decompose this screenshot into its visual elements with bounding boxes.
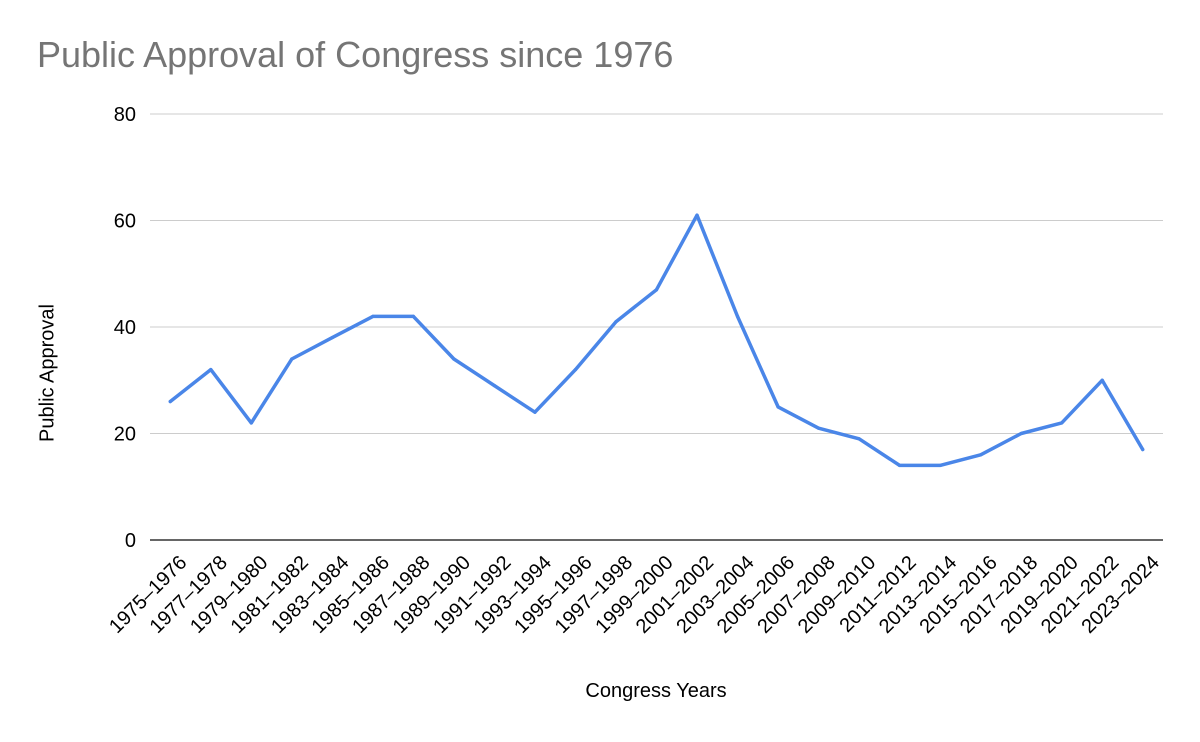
data-point	[776, 405, 780, 409]
data-point	[1141, 447, 1145, 452]
y-tick-label: 0	[125, 530, 136, 552]
y-tick-label: 20	[114, 424, 136, 446]
data-point	[614, 320, 618, 324]
data-point	[209, 368, 213, 372]
x-axis-label: Congress Years	[585, 680, 727, 702]
data-point	[1060, 421, 1064, 425]
x-tick-labels: 1975–19761977–19781979–19801981–19821983…	[105, 552, 1164, 638]
series-line	[168, 213, 1145, 468]
data-point	[411, 314, 415, 318]
data-point	[816, 426, 821, 430]
y-tick-labels: 0 20 40 60 80	[114, 104, 136, 552]
data-point	[290, 357, 294, 361]
data-point	[492, 383, 497, 388]
chart-title: Public Approval of Congress since 1976	[37, 34, 674, 75]
data-point	[573, 368, 578, 372]
series-line-group	[168, 213, 1145, 468]
data-point	[1019, 431, 1023, 436]
data-point	[938, 463, 942, 468]
data-point	[695, 213, 699, 217]
data-point	[452, 357, 456, 361]
gridlines	[150, 113, 1163, 541]
data-point	[330, 336, 334, 340]
data-point	[371, 314, 375, 318]
y-tick-label: 40	[114, 317, 136, 339]
data-point	[654, 288, 659, 292]
data-point	[168, 399, 172, 404]
y-tick-label: 60	[114, 211, 136, 233]
data-point	[735, 314, 740, 318]
data-point	[533, 410, 537, 414]
data-point	[249, 421, 253, 425]
data-point	[898, 463, 902, 468]
data-point	[857, 437, 861, 441]
y-tick-label: 80	[114, 104, 136, 126]
data-point	[979, 453, 983, 457]
data-point	[1100, 378, 1104, 382]
